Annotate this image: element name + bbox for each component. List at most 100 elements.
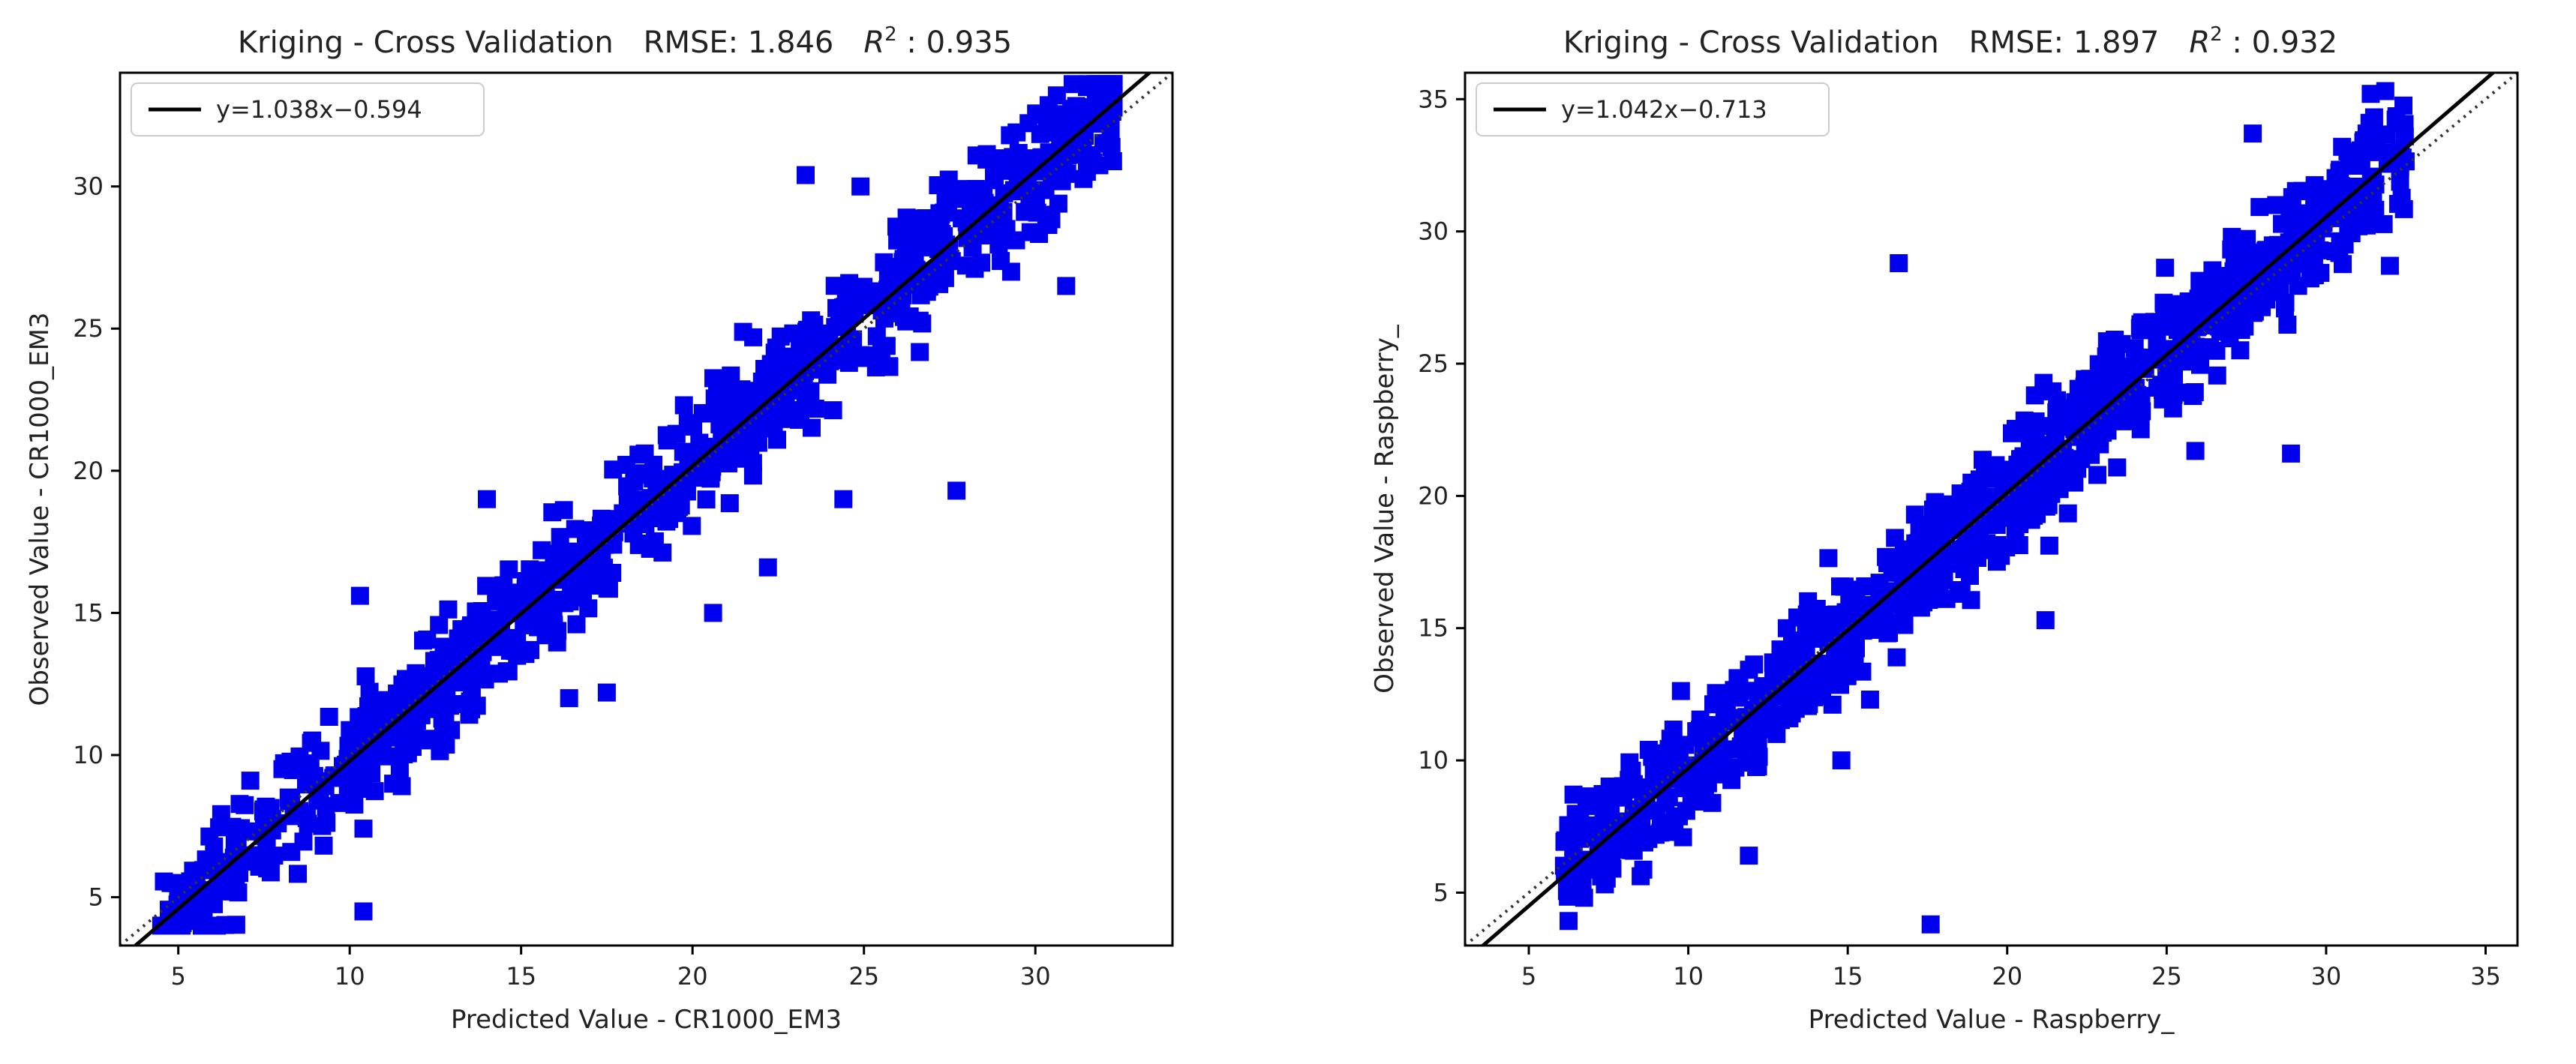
scatter-point bbox=[2020, 416, 2039, 435]
scatter-point bbox=[1057, 277, 1076, 295]
scatter-point bbox=[2361, 85, 2380, 103]
scatter-point bbox=[265, 847, 284, 865]
scatter-point bbox=[2003, 424, 2021, 442]
scatter-point bbox=[436, 694, 454, 712]
scatter-point bbox=[430, 616, 449, 634]
plot-frame bbox=[119, 71, 1174, 947]
x-tick-label: 25 bbox=[848, 962, 879, 991]
scatter-point bbox=[398, 744, 417, 763]
scatter-point bbox=[592, 526, 611, 545]
scatter-point bbox=[2157, 307, 2176, 326]
legend: y=1.038x−0.594 bbox=[131, 82, 485, 136]
scatter-point bbox=[339, 736, 358, 755]
scatter-point bbox=[1712, 691, 1731, 710]
scatter-point bbox=[1016, 202, 1034, 221]
scatter-point bbox=[683, 517, 701, 535]
y-tick-label: 35 bbox=[1418, 85, 1449, 113]
scatter-point bbox=[464, 660, 482, 679]
scatter-point bbox=[289, 865, 307, 883]
scatter-point bbox=[320, 708, 338, 726]
scatter-point bbox=[1920, 591, 1938, 610]
y-axis-label: Observed Value - Raspberry_ bbox=[1370, 324, 1400, 694]
scatter-point bbox=[947, 481, 966, 500]
scatter-point bbox=[2267, 196, 2286, 214]
scatter-point bbox=[1584, 796, 1602, 815]
scatter-point bbox=[1961, 567, 1979, 585]
scatter-point bbox=[1797, 616, 1815, 634]
scatter-point bbox=[548, 633, 566, 652]
scatter-point bbox=[1740, 847, 1758, 865]
scatter-point bbox=[644, 469, 662, 488]
scatter-point bbox=[2042, 484, 2061, 503]
scatter-point bbox=[2380, 256, 2399, 275]
x-tick-label: 20 bbox=[677, 962, 708, 991]
scatter-point bbox=[875, 253, 893, 271]
scatter-point bbox=[768, 430, 786, 449]
y-tick-label: 15 bbox=[73, 598, 104, 627]
scatter-point bbox=[624, 524, 643, 543]
scatter-point bbox=[1904, 544, 1923, 563]
fit-line bbox=[1480, 73, 2496, 946]
x-tick-label: 30 bbox=[2311, 962, 2342, 991]
scatter-point bbox=[1826, 646, 1845, 664]
scatter-point bbox=[1988, 535, 2007, 554]
scatter-point bbox=[317, 814, 336, 832]
scatter-point bbox=[182, 908, 200, 927]
x-tick-label: 10 bbox=[335, 962, 365, 991]
scatter-point bbox=[720, 494, 739, 513]
reference-lines bbox=[1465, 73, 2517, 946]
x-tick-label: 10 bbox=[1673, 962, 1704, 991]
scatter-points bbox=[152, 75, 1123, 935]
scatter-point bbox=[1887, 648, 1906, 667]
scatter-point bbox=[227, 880, 245, 899]
scatter-point bbox=[896, 250, 914, 269]
scatter-point bbox=[1001, 126, 1019, 145]
scatter-point bbox=[1647, 826, 1665, 844]
scatter-point bbox=[467, 697, 486, 715]
scatter-point bbox=[2269, 265, 2288, 284]
scatter-point bbox=[294, 832, 313, 851]
scatter-point bbox=[1063, 75, 1082, 94]
scatter-point bbox=[2250, 198, 2269, 217]
scatter-point bbox=[350, 586, 369, 605]
scatter-point bbox=[2223, 227, 2241, 246]
scatter-point bbox=[2040, 536, 2058, 555]
scatter-point bbox=[477, 577, 496, 595]
chart-left: Kriging - Cross Validation RMSE: 1.846 R2 … bbox=[25, 23, 1174, 1035]
scatter-point bbox=[2211, 322, 2229, 340]
scatter-point bbox=[1799, 592, 1818, 610]
scatter-point bbox=[697, 490, 716, 509]
scatter-point bbox=[437, 736, 455, 754]
y-tick-label: 25 bbox=[1418, 349, 1449, 378]
scatter-point bbox=[1910, 516, 1929, 535]
scatter-point bbox=[2307, 235, 2325, 253]
scatter-point bbox=[2193, 298, 2211, 317]
scatter-point bbox=[2334, 187, 2353, 206]
scatter-point bbox=[2185, 383, 2204, 401]
scatter-point bbox=[490, 664, 508, 683]
scatter-point bbox=[478, 490, 496, 508]
scatter-point bbox=[1566, 805, 1585, 823]
scatter-point bbox=[2148, 334, 2166, 352]
scatter-point bbox=[305, 766, 323, 785]
scatter-point bbox=[910, 311, 929, 330]
scatter-point bbox=[851, 177, 870, 196]
scatter-point bbox=[880, 357, 899, 376]
scatter-point bbox=[357, 707, 376, 725]
scatter-point bbox=[2366, 200, 2385, 219]
scatter-point bbox=[2156, 259, 2175, 277]
scatter-point bbox=[1722, 771, 1741, 790]
scatter-point bbox=[1632, 867, 1650, 886]
scatter-point bbox=[360, 682, 379, 701]
scatter-point bbox=[806, 400, 824, 418]
scatter-point bbox=[1643, 748, 1662, 766]
scatter-point bbox=[1995, 472, 2013, 491]
scatter-point bbox=[1058, 164, 1076, 183]
scatter-point bbox=[820, 324, 839, 343]
scatter-point bbox=[354, 820, 373, 838]
scatter-point bbox=[678, 414, 697, 433]
scatter-point bbox=[1895, 616, 1914, 634]
scatter-point bbox=[1686, 766, 1704, 785]
scatter-point bbox=[398, 721, 417, 739]
scatter-point bbox=[491, 637, 509, 656]
